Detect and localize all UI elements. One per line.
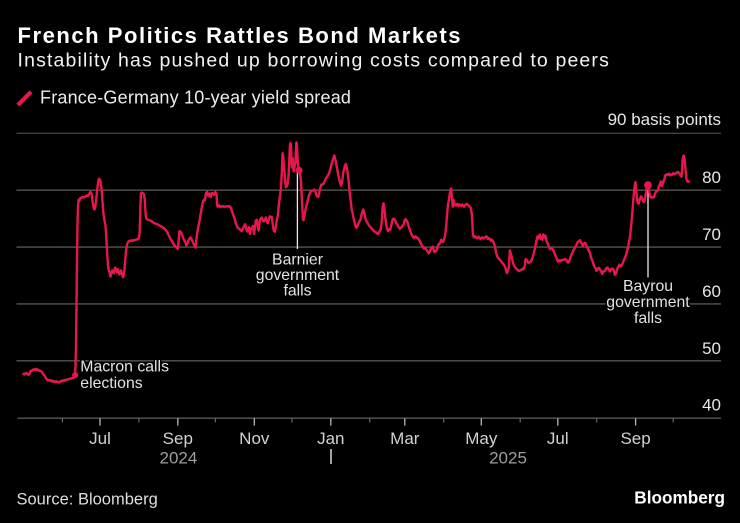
svg-text:70: 70 xyxy=(702,225,721,244)
svg-text:80: 80 xyxy=(702,168,721,187)
svg-text:Mar: Mar xyxy=(390,429,420,448)
svg-text:Jul: Jul xyxy=(89,429,111,448)
svg-text:France-Germany 10-year yield s: France-Germany 10-year yield spread xyxy=(40,88,351,108)
svg-text:May: May xyxy=(465,429,498,448)
svg-text:Source: Bloomberg: Source: Bloomberg xyxy=(17,491,158,509)
svg-text:90 basis points: 90 basis points xyxy=(608,110,721,129)
svg-text:Sep: Sep xyxy=(163,429,193,448)
svg-text:falls: falls xyxy=(634,310,662,327)
svg-text:government: government xyxy=(606,294,690,311)
svg-text:50: 50 xyxy=(702,339,721,358)
svg-text:falls: falls xyxy=(283,282,311,299)
svg-text:Bloomberg: Bloomberg xyxy=(634,488,725,508)
svg-text:Bayrou: Bayrou xyxy=(623,278,673,295)
svg-text:40: 40 xyxy=(702,396,721,415)
svg-text:Jan: Jan xyxy=(317,429,344,448)
svg-text:French Politics Rattles Bond M: French Politics Rattles Bond Markets xyxy=(18,23,463,48)
svg-text:60: 60 xyxy=(702,282,721,301)
svg-text:elections: elections xyxy=(80,375,142,392)
svg-text:2024: 2024 xyxy=(159,449,197,468)
svg-text:Nov: Nov xyxy=(239,429,270,448)
svg-text:2025: 2025 xyxy=(489,449,527,468)
svg-text:Barnier: Barnier xyxy=(272,251,323,268)
svg-text:Instability has pushed up borr: Instability has pushed up borrowing cost… xyxy=(18,49,610,71)
svg-text:Sep: Sep xyxy=(620,429,650,448)
svg-text:government: government xyxy=(256,267,340,284)
svg-text:Macron calls: Macron calls xyxy=(80,359,169,376)
svg-text:Jul: Jul xyxy=(547,429,569,448)
